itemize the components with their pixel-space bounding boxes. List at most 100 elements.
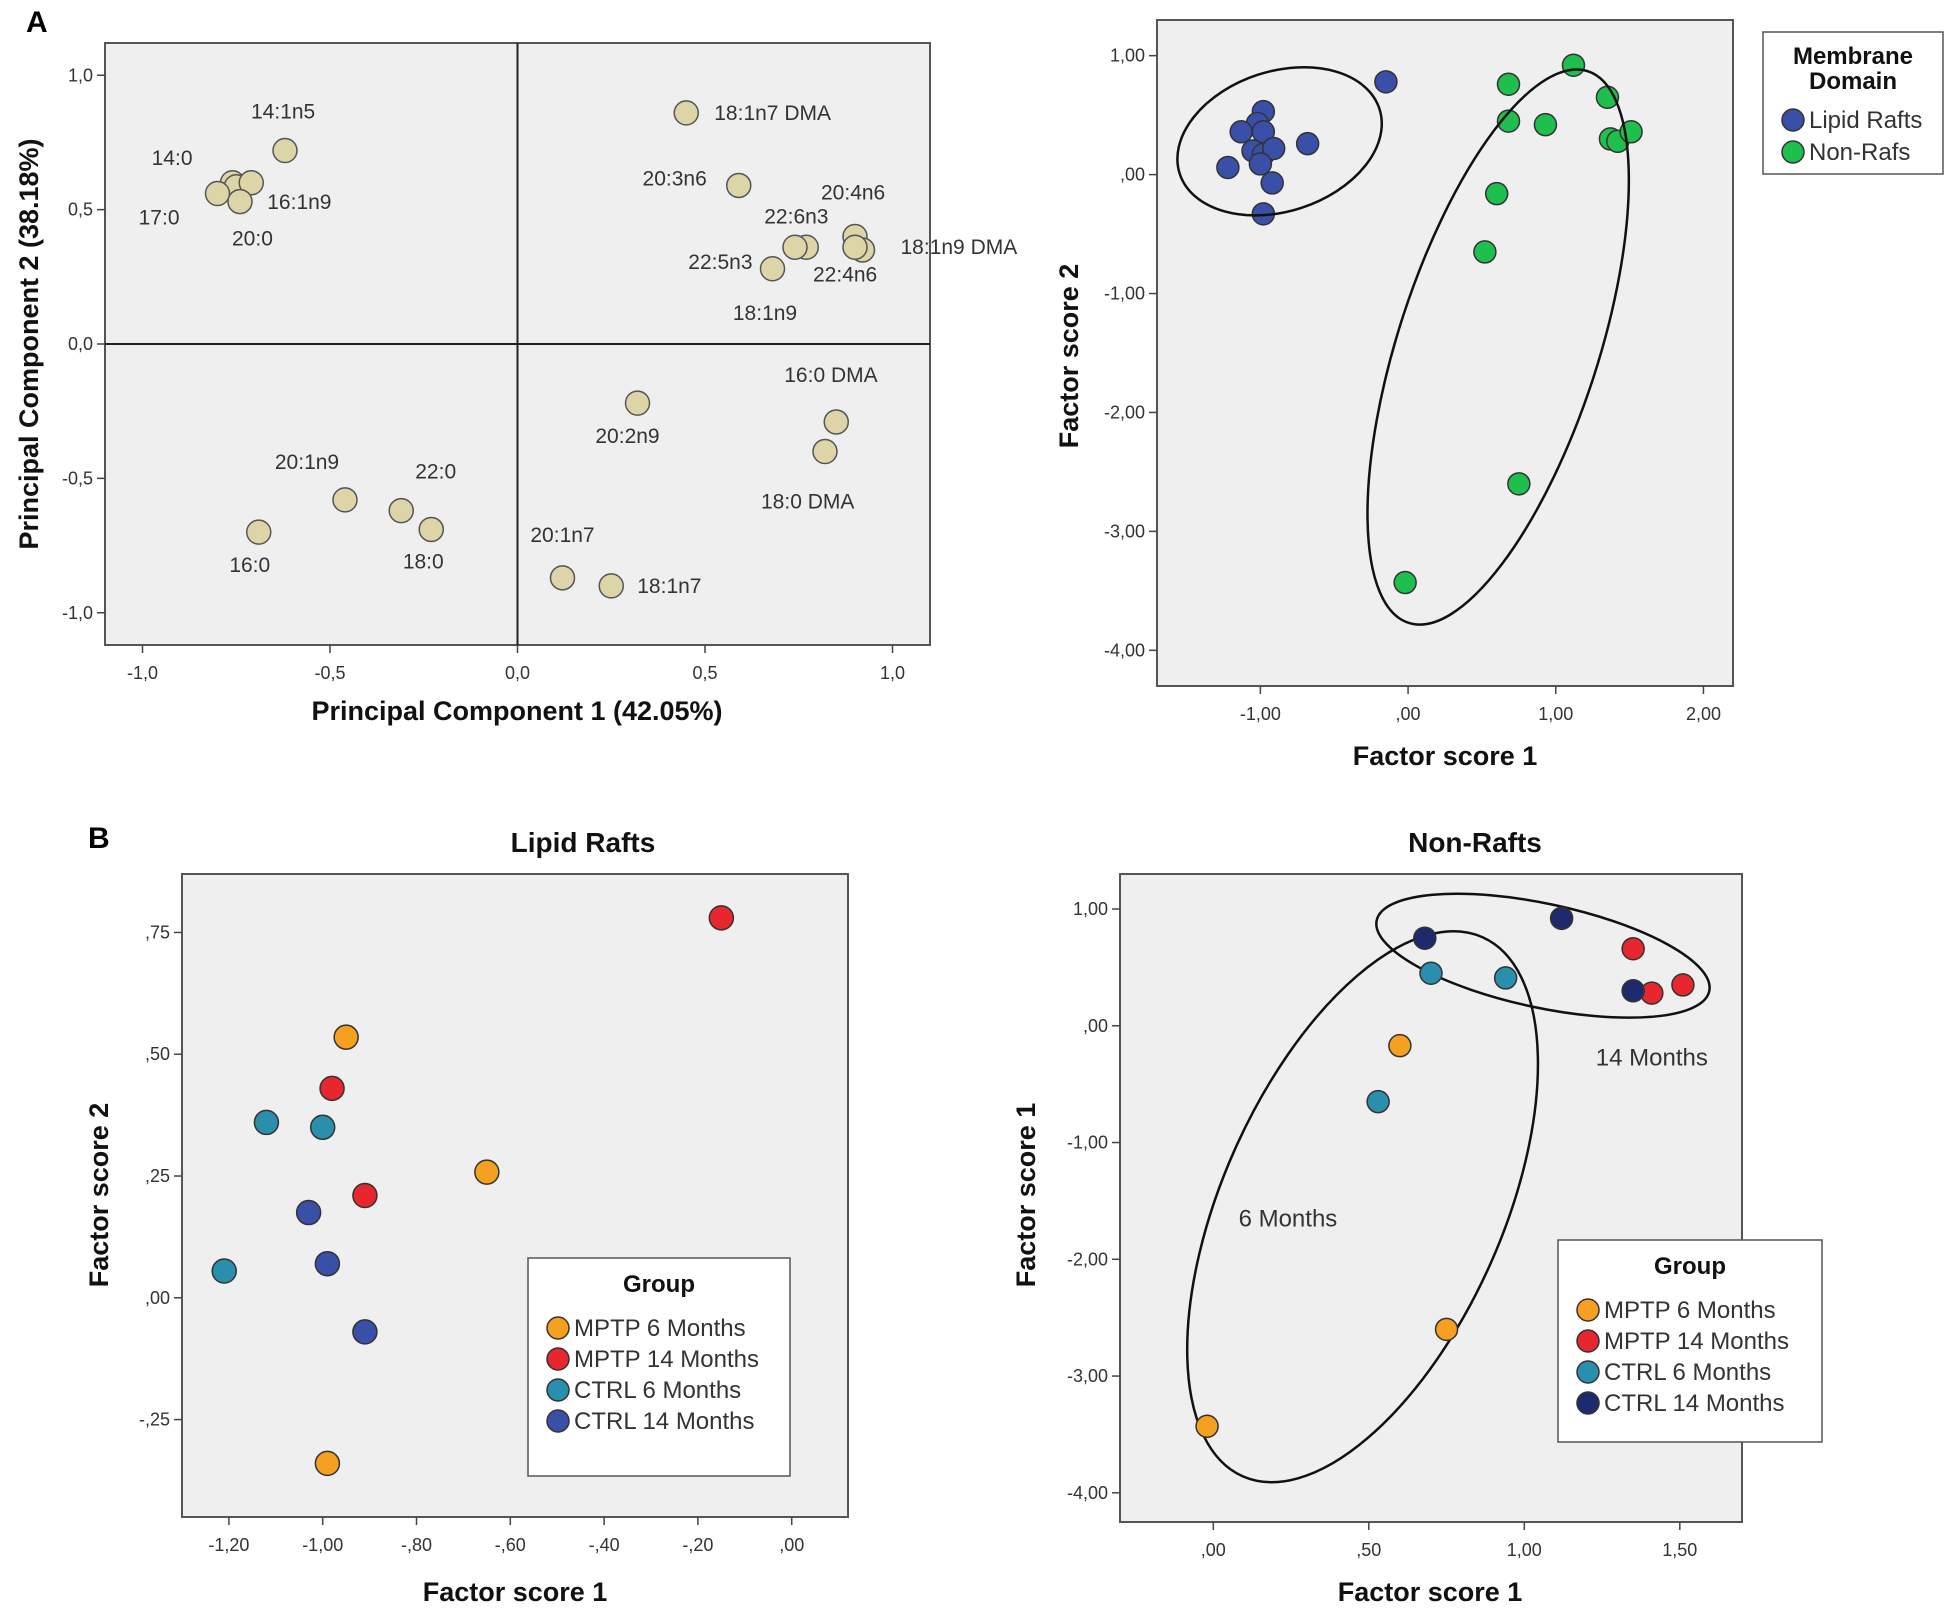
y-axis-title: Factor score 2: [1054, 264, 1084, 449]
loading-point: [759, 256, 786, 282]
y-tick-label: 1,00: [1073, 899, 1108, 919]
y-tick-label: -3,00: [1104, 521, 1145, 541]
y-tick-label: -0,5: [62, 468, 93, 488]
loading-point: [823, 409, 849, 435]
x-tick-label: 1,50: [1662, 1540, 1697, 1560]
point-lipid-rafts: [1374, 70, 1398, 94]
legend-label-non-rafs: Non-Rafs: [1809, 139, 1910, 166]
legend-label-mptp-14-months: MPTP 14 Months: [574, 1346, 759, 1373]
legend-label-mptp-14-months: MPTP 14 Months: [1604, 1328, 1789, 1355]
y-tick-label: -1,00: [1067, 1133, 1108, 1153]
point-lipid-rafts: [1229, 120, 1253, 144]
legend-marker-mptp-6-months: [1576, 1298, 1600, 1322]
y-tick-label: -2,00: [1104, 402, 1145, 422]
point-ctrl-6-months: [211, 1258, 237, 1284]
y-axis-title: Principal Component 2 (38.18%): [14, 138, 44, 549]
legend-marker-ctrl-6-months: [1576, 1360, 1600, 1384]
point-lipid-rafts: [1216, 155, 1240, 180]
loading-point: [238, 170, 264, 196]
point-ctrl-14-months: [352, 1319, 378, 1345]
point-label-16-0: 16:0: [229, 554, 270, 577]
point-label-20-2n9: 20:2n9: [595, 425, 659, 448]
x-tick-label: 0,5: [692, 663, 717, 683]
y-tick-label: ,00: [1120, 165, 1145, 185]
y-tick-label: 0,0: [68, 334, 93, 354]
loading-point: [726, 172, 752, 199]
point-label-20-1n7: 20:1n7: [530, 524, 594, 547]
y-tick-label: -2,00: [1067, 1249, 1108, 1269]
x-tick-label: ,00: [779, 1535, 804, 1555]
x-tick-label: -1,0: [127, 663, 158, 683]
point-mptp-14-months: [319, 1075, 345, 1102]
legend-marker-ctrl-14-months: [546, 1409, 570, 1433]
point-label-16-1n9: 16:1n9: [267, 191, 331, 214]
point-mptp-6-months: [474, 1159, 500, 1185]
point-ctrl-6-months: [1366, 1089, 1390, 1114]
point-label-22-5n3: 22:5n3: [688, 251, 752, 274]
legend-marker-mptp-14-months: [546, 1347, 570, 1371]
x-tick-label: ,00: [1201, 1540, 1226, 1560]
y-tick-label: -4,00: [1067, 1483, 1108, 1503]
y-tick-label: -1,0: [62, 603, 93, 623]
legend-label-mptp-6-months: MPTP 6 Months: [574, 1315, 746, 1342]
legend-title: Membrane: [1793, 43, 1913, 70]
x-tick-label: -,80: [401, 1535, 432, 1555]
x-tick-label: -,60: [495, 1535, 526, 1555]
panel-letter-b: B: [88, 822, 110, 855]
y-tick-label: ,50: [145, 1044, 170, 1064]
point-mptp-14-months: [1621, 936, 1645, 961]
point-label-20-4n6: 20:4n6: [821, 182, 885, 205]
legend-marker-lipid-rafts: [1781, 108, 1805, 132]
legend-box: [527, 1257, 791, 1477]
loading-point: [204, 180, 231, 207]
legend-label-ctrl-14-months: CTRL 14 Months: [1604, 1390, 1785, 1417]
point-lipid-rafts: [1295, 131, 1320, 156]
point-ctrl-14-months: [1549, 906, 1574, 931]
point-ctrl-14-months: [314, 1250, 341, 1277]
point-label-18-1n9-dma: 18:1n9 DMA: [901, 236, 1018, 259]
x-tick-label: -1,20: [208, 1535, 249, 1555]
point-ctrl-14-months: [1621, 979, 1645, 1003]
point-label-20-1n9: 20:1n9: [275, 451, 339, 474]
point-mptp-6-months: [1434, 1317, 1459, 1342]
y-tick-label: ,00: [1083, 1016, 1108, 1036]
x-tick-label: -,20: [682, 1535, 713, 1555]
loading-point: [812, 438, 838, 465]
x-tick-label: 1,00: [1507, 1540, 1542, 1560]
y-tick-label: -1,00: [1104, 284, 1145, 304]
ellipse-lipid-rafts: [1176, 65, 1384, 217]
point-label-14-0: 14:0: [152, 147, 193, 170]
legend-marker-ctrl-14-months: [1576, 1391, 1600, 1415]
x-axis-title: Factor score 1: [1338, 1577, 1523, 1607]
legend-label-ctrl-6-months: CTRL 6 Months: [1604, 1359, 1771, 1386]
point-mptp-14-months: [352, 1182, 378, 1209]
annotation-14-months: 14 Months: [1596, 1044, 1708, 1071]
legend-marker-ctrl-6-months: [546, 1378, 570, 1402]
legend-title: Domain: [1809, 68, 1897, 95]
x-tick-label: 2,00: [1686, 704, 1721, 724]
chart-title: Non-Rafts: [1408, 827, 1542, 858]
point-ctrl-6-months: [1419, 961, 1443, 985]
legend-marker-mptp-6-months: [546, 1316, 570, 1340]
legend-title: Group: [623, 1271, 695, 1298]
point-label-18-1n7: 18:1n7: [637, 575, 701, 598]
point-mptp-6-months: [333, 1024, 359, 1050]
y-tick-label: -3,00: [1067, 1366, 1108, 1386]
legend-label-ctrl-14-months: CTRL 14 Months: [574, 1408, 755, 1435]
x-axis-title: Factor score 1: [1353, 741, 1538, 771]
x-axis-title: Principal Component 1 (42.05%): [311, 696, 722, 726]
ellipse-6-months: [1185, 930, 1540, 1484]
ellipse-non-rafs: [1366, 68, 1631, 626]
legend-marker-non-rafs: [1781, 140, 1805, 164]
point-ctrl-14-months: [1413, 926, 1437, 950]
point-non-rafs: [1484, 181, 1509, 206]
legend-label-mptp-6-months: MPTP 6 Months: [1604, 1297, 1776, 1324]
point-ctrl-6-months: [309, 1114, 336, 1141]
legend-marker-mptp-14-months: [1576, 1329, 1600, 1353]
point-non-rafs: [1507, 472, 1531, 496]
point-label-18-1n7-dma: 18:1n7 DMA: [714, 102, 831, 125]
